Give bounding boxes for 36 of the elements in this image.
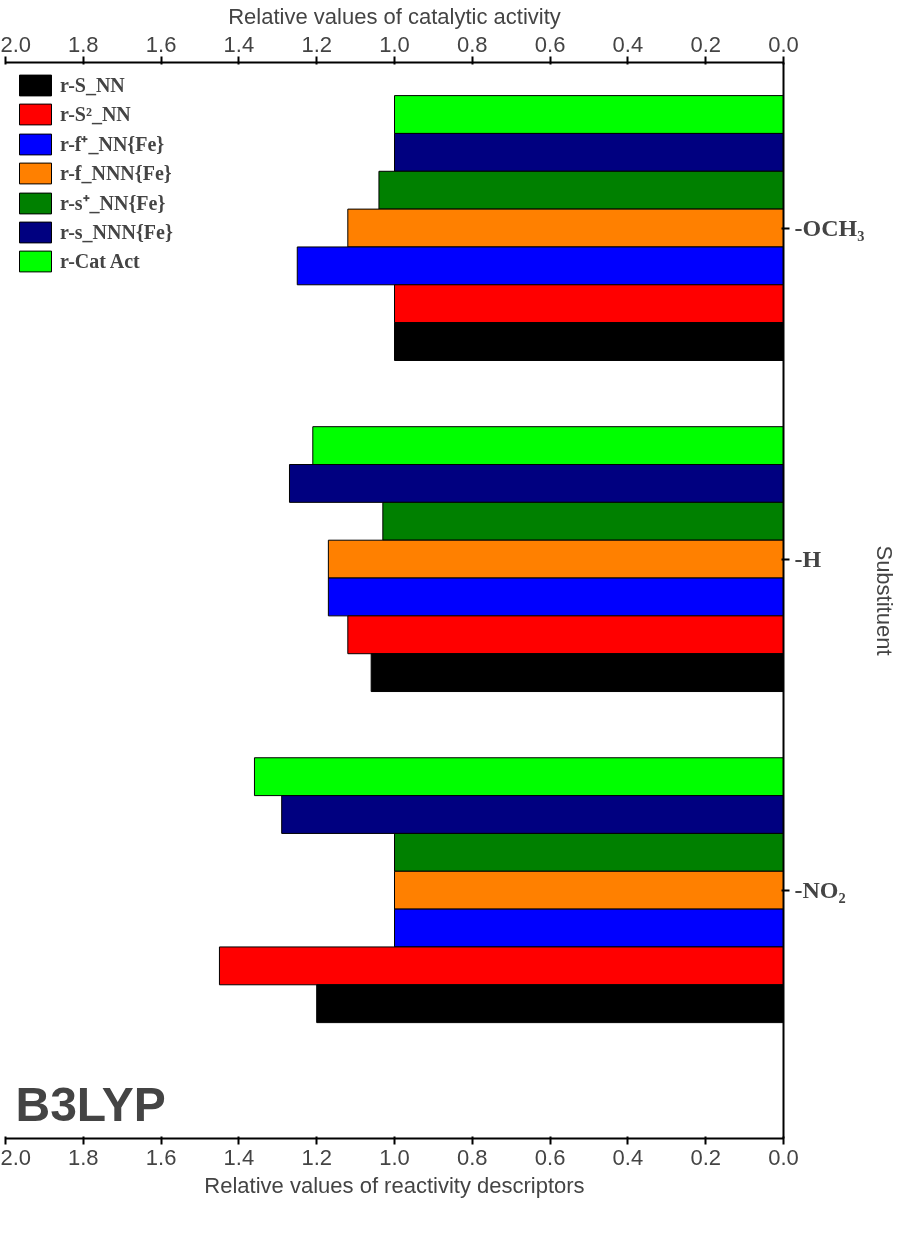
x-tick-label: 2.0 (0, 31, 32, 57)
legend-label: r-s_NNN{Fe} (60, 220, 173, 244)
x-tick-label: 0.4 (612, 31, 644, 57)
x2-tick-label: 1.8 (68, 1144, 99, 1170)
x2-tick-label: 1.2 (301, 1144, 332, 1170)
y-axis-title: Substituent (872, 545, 898, 656)
x2-tick-label: 0.2 (690, 1144, 721, 1170)
x-tick-label: 0.2 (690, 31, 721, 57)
x2-tick-label: 0.4 (612, 1144, 644, 1170)
x-tick-label: 1.0 (379, 31, 410, 57)
legend-label: r-s⁺_NN{Fe} (60, 191, 166, 216)
x-tick-label: 1.6 (145, 31, 177, 57)
x2-tick-label: 1.4 (223, 1144, 255, 1170)
y-tick-label: -H (794, 546, 822, 573)
x2-axis-title: Relative values of catalytic activity (228, 3, 561, 29)
x-tick-label: 0.8 (457, 31, 488, 57)
y-tick-label: -NO₂ (794, 877, 846, 904)
x2-tick-label: 0.6 (534, 1144, 566, 1170)
legend-label: r-f_NNN{Fe} (60, 161, 172, 185)
x-tick-label: 1.2 (301, 31, 332, 57)
x2-tick-label: 1.0 (379, 1144, 410, 1170)
x-tick-label: 1.4 (223, 31, 255, 57)
legend-label: r-Cat Act (60, 249, 140, 273)
x-tick-label: 0.6 (534, 31, 566, 57)
x-tick-label: 0.0 (768, 31, 799, 57)
x-tick-label: 1.8 (68, 31, 99, 57)
y-tick-label: -OCH₃ (794, 215, 865, 242)
x2-tick-label: 0.8 (457, 1144, 488, 1170)
x2-tick-label: 0.0 (768, 1144, 799, 1170)
x2-tick-label: 2.0 (0, 1144, 32, 1170)
annotation: B3LYP (15, 1077, 166, 1131)
x-axis-title: Relative values of reactivity descriptors (204, 1172, 585, 1198)
legend-label: r-S_NN (60, 73, 125, 97)
legend-label: r-S²_NN (60, 102, 131, 126)
x2-tick-label: 1.6 (145, 1144, 177, 1170)
legend-label: r-f⁺_NN{Fe} (60, 132, 165, 157)
